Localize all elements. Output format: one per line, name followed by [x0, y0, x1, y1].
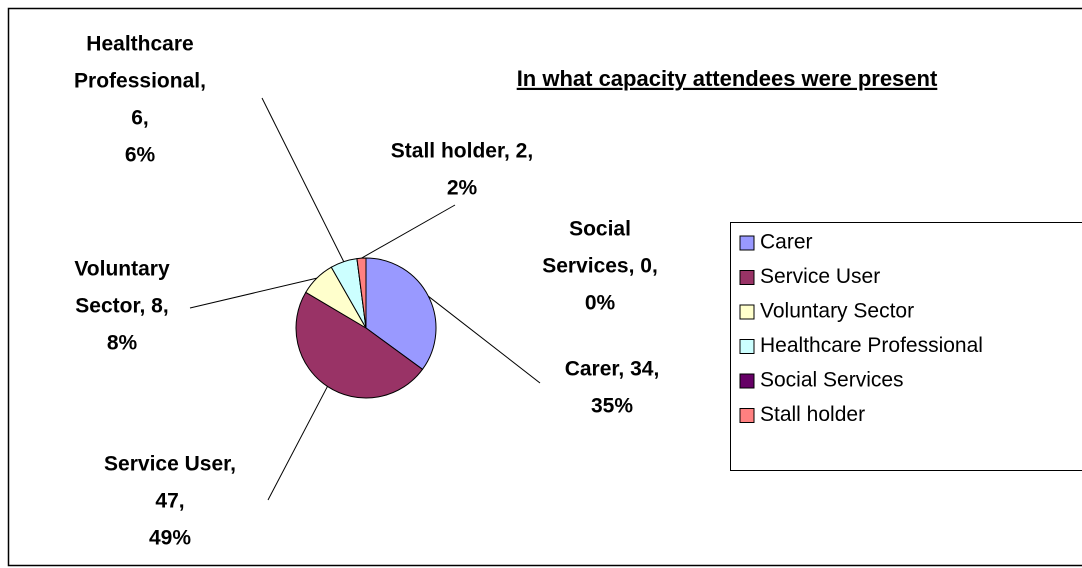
legend-box [730, 222, 1082, 471]
leader-line [428, 295, 541, 384]
data-label: Professional, [74, 70, 206, 93]
leader-line [261, 97, 345, 262]
legend-swatch [739, 270, 755, 285]
legend-swatch [739, 408, 755, 423]
pie-slice [356, 257, 367, 329]
legend-swatch [739, 235, 755, 251]
leader-line [189, 277, 318, 309]
data-label: Service User, [104, 453, 236, 476]
data-label: Services, 0, [542, 255, 658, 278]
data-label: 49% [149, 527, 191, 550]
data-label: 47, [155, 490, 184, 513]
data-label: Voluntary [74, 258, 170, 281]
chart-title: In what capacity attendees were present [517, 66, 938, 91]
leader-line [361, 204, 456, 259]
data-label: Sector, 8, [75, 295, 168, 318]
legend-swatch [739, 373, 755, 389]
data-label: 8% [107, 332, 138, 355]
leader-line [267, 386, 328, 501]
legend-label: Carer [760, 231, 813, 254]
legend-label: Stall holder [760, 403, 865, 426]
data-label: 0% [585, 292, 616, 315]
data-label: Stall holder, 2, [391, 140, 533, 163]
legend-label: Social Services [760, 369, 904, 392]
pie-slice [365, 257, 437, 371]
data-label: 6% [125, 144, 156, 167]
legend-swatch [739, 304, 755, 320]
data-label: 35% [591, 395, 633, 418]
data-label: 2% [447, 177, 478, 200]
legend-label: Service User [760, 265, 880, 288]
data-label: 6, [131, 107, 149, 130]
legend-swatch [739, 339, 755, 354]
legend-label: Voluntary Sector [760, 300, 914, 323]
data-label: Healthcare [86, 33, 193, 56]
pie-slice [295, 291, 424, 399]
data-label: Social [569, 218, 631, 241]
data-label: Carer, 34, [565, 358, 660, 381]
legend-label: Healthcare Professional [760, 334, 983, 357]
